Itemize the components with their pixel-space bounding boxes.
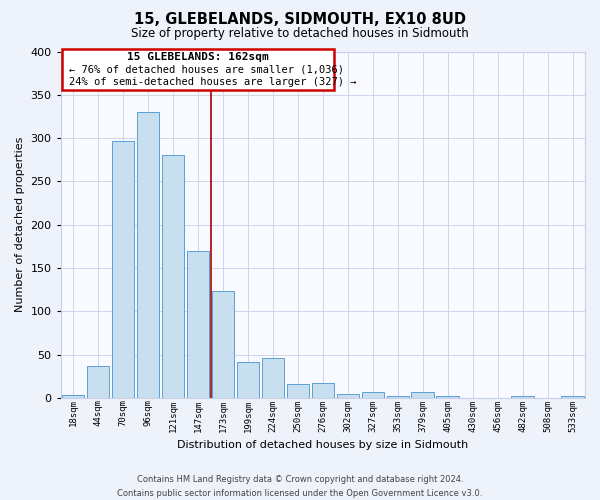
Bar xyxy=(187,251,209,398)
Bar xyxy=(362,392,384,398)
Text: ← 76% of detached houses are smaller (1,036): ← 76% of detached houses are smaller (1,… xyxy=(70,64,344,74)
Text: 15, GLEBELANDS, SIDMOUTH, EX10 8UD: 15, GLEBELANDS, SIDMOUTH, EX10 8UD xyxy=(134,12,466,28)
Text: 24% of semi-detached houses are larger (327) →: 24% of semi-detached houses are larger (… xyxy=(70,76,357,86)
Bar xyxy=(561,396,584,398)
Bar xyxy=(311,384,334,398)
Bar xyxy=(262,358,284,398)
Bar xyxy=(212,292,234,398)
Y-axis label: Number of detached properties: Number of detached properties xyxy=(15,137,25,312)
Bar xyxy=(137,112,160,398)
X-axis label: Distribution of detached houses by size in Sidmouth: Distribution of detached houses by size … xyxy=(177,440,469,450)
Bar xyxy=(412,392,434,398)
Text: 15 GLEBELANDS: 162sqm: 15 GLEBELANDS: 162sqm xyxy=(127,52,269,62)
Bar xyxy=(386,396,409,398)
Bar xyxy=(436,396,459,398)
Bar xyxy=(511,396,534,398)
Bar xyxy=(87,366,109,398)
Bar xyxy=(287,384,309,398)
Bar xyxy=(112,140,134,398)
Text: Size of property relative to detached houses in Sidmouth: Size of property relative to detached ho… xyxy=(131,28,469,40)
Bar xyxy=(62,394,85,398)
Text: Contains HM Land Registry data © Crown copyright and database right 2024.
Contai: Contains HM Land Registry data © Crown c… xyxy=(118,476,482,498)
FancyBboxPatch shape xyxy=(62,49,334,90)
Bar xyxy=(237,362,259,398)
Bar xyxy=(162,156,184,398)
Bar xyxy=(337,394,359,398)
